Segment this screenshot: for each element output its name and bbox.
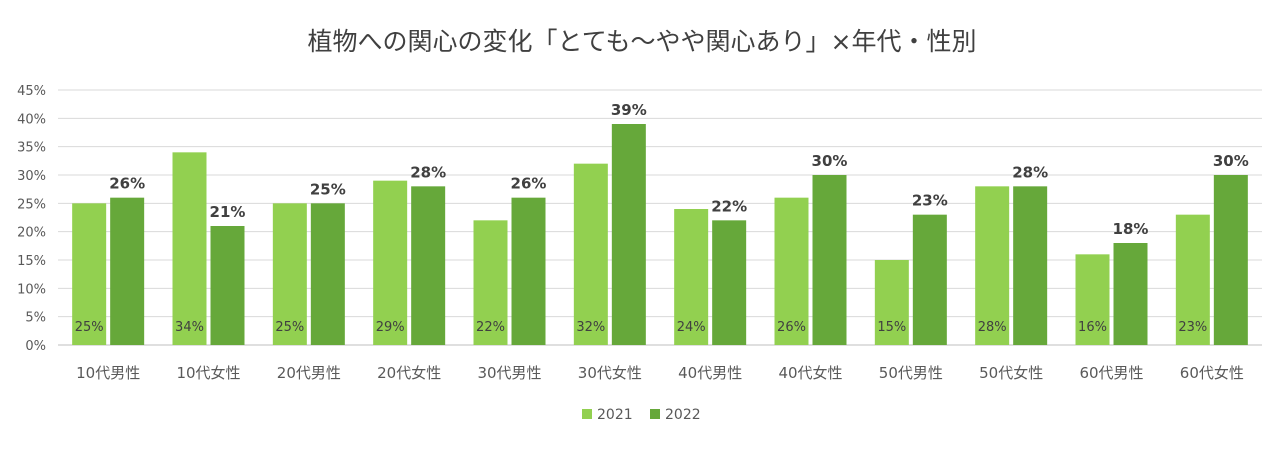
data-label-2022: 39% xyxy=(611,101,647,119)
y-tick-label: 15% xyxy=(17,254,46,269)
bar-2021 xyxy=(1075,254,1110,345)
data-label-2022: 23% xyxy=(912,192,948,210)
bars: 25% 26% 34% 21% 25% 25% 29% 28% 22% 26% 32% 39% 24% 2… xyxy=(72,101,1249,345)
data-label-2021: 34% xyxy=(175,320,204,335)
x-tick-label: 40代男性 xyxy=(678,364,742,382)
data-label-2021: 29% xyxy=(376,320,405,335)
bar-2022 xyxy=(1013,186,1048,345)
bar-2021 xyxy=(774,197,809,345)
bar-2021 xyxy=(272,203,307,345)
bar-2021 xyxy=(72,203,107,345)
chart-title: 植物への関心の変化「とても～やや関心あり」×年代・性別 xyxy=(308,27,977,56)
bar-2022 xyxy=(110,197,145,345)
data-label-2021: 16% xyxy=(1078,320,1107,335)
x-tick-label: 20代女性 xyxy=(377,364,441,382)
data-label-2021: 24% xyxy=(677,320,706,335)
bar-2021 xyxy=(874,260,909,345)
data-label-2022: 22% xyxy=(711,197,747,215)
legend-label-2022: 2022 xyxy=(665,407,701,423)
y-tick-label: 25% xyxy=(17,197,46,212)
y-tick-label: 35% xyxy=(17,141,46,156)
data-label-2021: 23% xyxy=(1178,320,1207,335)
bar-2021 xyxy=(1175,214,1210,345)
data-label-2022: 26% xyxy=(109,175,145,193)
data-label-2022: 21% xyxy=(210,203,246,221)
y-tick-label: 45% xyxy=(17,84,46,99)
bar-2021 xyxy=(573,163,608,345)
bar-2021 xyxy=(975,186,1010,345)
x-tick-label: 60代男性 xyxy=(1079,364,1143,382)
x-tick-label: 30代女性 xyxy=(578,364,642,382)
y-tick-label: 0% xyxy=(25,339,46,354)
data-label-2022: 30% xyxy=(812,152,848,170)
x-tick-label: 40代女性 xyxy=(778,364,842,382)
y-tick-label: 20% xyxy=(17,226,46,241)
bar-2022 xyxy=(812,175,847,345)
x-tick-label: 50代男性 xyxy=(879,364,943,382)
bar-2022 xyxy=(1213,175,1248,345)
y-tick-label: 5% xyxy=(25,311,46,326)
data-label-2021: 25% xyxy=(275,320,304,335)
bar-2022 xyxy=(611,124,646,345)
data-label-2021: 32% xyxy=(576,320,605,335)
data-label-2022: 28% xyxy=(410,163,446,181)
bar-2022 xyxy=(712,220,747,345)
data-label-2022: 28% xyxy=(1012,163,1048,181)
x-axis: 10代男性 10代女性 20代男性 20代女性 30代男性 30代女性 40代男性 40代女性… xyxy=(76,364,1244,382)
data-label-2022: 18% xyxy=(1113,220,1149,238)
y-tick-label: 30% xyxy=(17,169,46,184)
bar-2022 xyxy=(210,226,245,345)
x-tick-label: 20代男性 xyxy=(277,364,341,382)
data-label-2021: 25% xyxy=(75,320,104,335)
data-label-2022: 25% xyxy=(310,180,346,198)
data-label-2021: 28% xyxy=(978,320,1007,335)
bar-2021 xyxy=(172,152,207,345)
bar-2021 xyxy=(674,209,709,345)
legend-swatch-2021 xyxy=(582,409,592,419)
bar-2022 xyxy=(1113,243,1148,345)
y-tick-label: 10% xyxy=(17,282,46,297)
y-axis: 0% 5% 10% 15% 20% 25% 30% 35% 40% 45% xyxy=(17,84,46,354)
bar-2022 xyxy=(511,197,546,345)
grid-lines xyxy=(58,89,1262,346)
y-tick-label: 40% xyxy=(17,112,46,127)
bar-2021 xyxy=(473,220,508,345)
data-label-2021: 26% xyxy=(777,320,806,335)
x-tick-label: 30代男性 xyxy=(477,364,541,382)
x-tick-label: 10代女性 xyxy=(176,364,240,382)
data-label-2021: 15% xyxy=(877,320,906,335)
bar-2022 xyxy=(411,186,446,345)
x-tick-label: 60代女性 xyxy=(1180,364,1244,382)
x-tick-label: 10代男性 xyxy=(76,364,140,382)
legend-swatch-2022 xyxy=(650,409,660,419)
bar-2022 xyxy=(912,214,947,345)
bar-2021 xyxy=(373,180,408,345)
bar-2022 xyxy=(310,203,345,345)
legend-label-2021: 2021 xyxy=(597,407,633,423)
legend: 2021 2022 xyxy=(582,407,701,423)
x-tick-label: 50代女性 xyxy=(979,364,1043,382)
data-label-2022: 26% xyxy=(511,175,547,193)
data-label-2022: 30% xyxy=(1213,152,1249,170)
data-label-2021: 22% xyxy=(476,320,505,335)
